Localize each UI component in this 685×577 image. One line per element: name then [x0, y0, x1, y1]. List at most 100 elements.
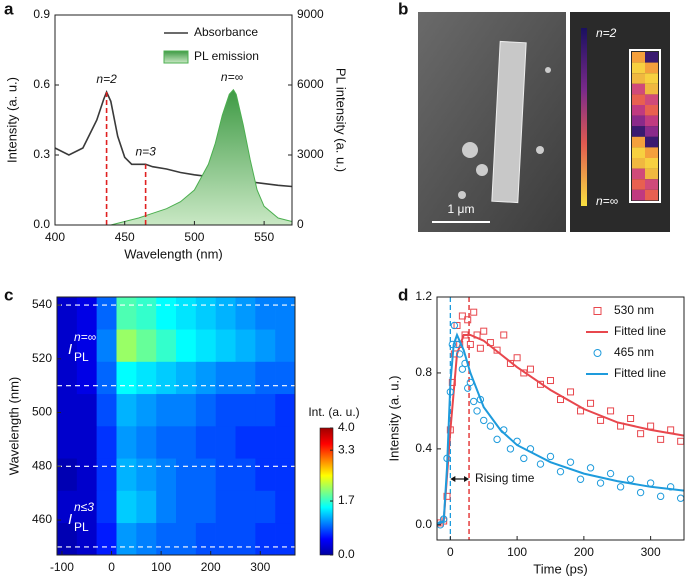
legend-label: 530 nm [614, 303, 654, 317]
rise-annotation: Rising time [475, 471, 535, 485]
y-tick-label: 540 [32, 297, 52, 311]
data-point [586, 464, 595, 472]
data-point [576, 475, 585, 483]
phase-domain [645, 52, 658, 63]
heatmap-cell [76, 458, 97, 491]
data-point [616, 483, 625, 491]
heatmap-cell [215, 522, 236, 556]
phase-domain [645, 115, 658, 127]
particle [462, 142, 478, 158]
legend-marker [593, 349, 602, 357]
heatmap-cell [176, 393, 197, 427]
data-point [473, 407, 481, 415]
annotation-sup: n=∞ [74, 330, 97, 344]
heatmap-cell [255, 522, 276, 556]
heatmap-cell [215, 393, 236, 427]
data-point [627, 415, 635, 422]
data-point [637, 430, 645, 438]
x-tick-label: -100 [50, 560, 74, 574]
phase-domain [632, 179, 645, 190]
phase-domain [632, 94, 645, 105]
x-axis-label: Time (ps) [533, 561, 587, 576]
heatmap-cell [215, 297, 236, 330]
y2-tick-label: 9000 [297, 7, 324, 21]
y2-tick-label: 6000 [297, 77, 324, 91]
heatmap-cell [275, 426, 296, 459]
data-point [500, 331, 508, 339]
heatmap-cell [215, 490, 236, 524]
heatmap-cell [255, 297, 276, 330]
heatmap-cell [215, 426, 236, 459]
heatmap-cell [275, 522, 296, 556]
phase-domain [645, 62, 658, 74]
data-point [536, 460, 545, 468]
heatmap-cell [195, 490, 216, 524]
phase-domain [632, 158, 645, 169]
particle [536, 146, 544, 154]
phase-domain [645, 94, 658, 105]
data-point [455, 350, 464, 358]
phase-domain [632, 62, 645, 74]
heatmap-cell [275, 458, 296, 491]
data-point [493, 435, 501, 444]
legend-label: PL emission [194, 49, 259, 63]
heatmap-cell [195, 426, 216, 459]
heatmap-cell [176, 426, 197, 459]
y-tick-label: 0.9 [33, 7, 50, 21]
data-point [647, 422, 655, 430]
heatmap-cell [195, 361, 216, 395]
heatmap-cell [195, 393, 216, 427]
data-point [506, 445, 515, 453]
heatmap-cell [235, 393, 256, 427]
phase-domain [645, 189, 658, 201]
heatmap-cell [76, 361, 97, 395]
x-tick-label: 100 [507, 545, 527, 559]
heatmap-cell [255, 458, 276, 491]
heatmap-cell [255, 329, 276, 362]
data-point [443, 492, 451, 500]
annotation-sub: PL [74, 350, 89, 364]
heatmap-cell [57, 329, 78, 362]
heatmap-cell [116, 426, 137, 459]
phase-domain [632, 189, 645, 201]
y-tick-label: 0.8 [415, 365, 432, 379]
heatmap-cell [176, 361, 197, 395]
data-point [546, 452, 555, 461]
phase-domain [632, 73, 645, 84]
heatmap-cell [136, 329, 157, 362]
x-tick-label: 300 [250, 560, 270, 574]
heatmap-cell [57, 522, 78, 556]
heatmap-cell [255, 361, 276, 395]
heatmap-cell [156, 393, 177, 427]
heatmap-cell [156, 490, 177, 524]
y2-tick-label: 0 [297, 217, 304, 231]
data-point [448, 340, 457, 349]
phase-domain [632, 52, 645, 63]
phase-domain [632, 105, 645, 116]
heatmap-cell [176, 329, 197, 362]
data-point [597, 416, 605, 424]
data-point [677, 437, 685, 445]
heatmap-cell [76, 393, 97, 427]
heatmap-cell [116, 361, 137, 395]
heatmap-cell [136, 361, 157, 395]
phase-colorbar [581, 28, 587, 206]
peak-label: n=3 [135, 145, 156, 159]
particle [476, 164, 488, 176]
y-axis-label: Intensity (a. u.) [4, 77, 19, 163]
absorbance-line [54, 89, 293, 188]
heatmap-cell [96, 329, 117, 362]
data-point [466, 340, 474, 348]
y-axis-label: Wavelength (nm) [6, 377, 21, 476]
y-tick-label: 0.6 [33, 77, 50, 91]
data-point [567, 388, 575, 396]
y-axis-label: Intensity (a. u.) [386, 376, 401, 462]
legend-label: Absorbance [194, 25, 258, 39]
heatmap-cell [76, 426, 97, 459]
phase-domain [632, 126, 645, 137]
scale-bar-label: 1 μm [448, 202, 475, 216]
heatmap-cell [136, 393, 157, 427]
heatmap-cell [195, 297, 216, 330]
legend-label: 465 nm [614, 345, 654, 359]
